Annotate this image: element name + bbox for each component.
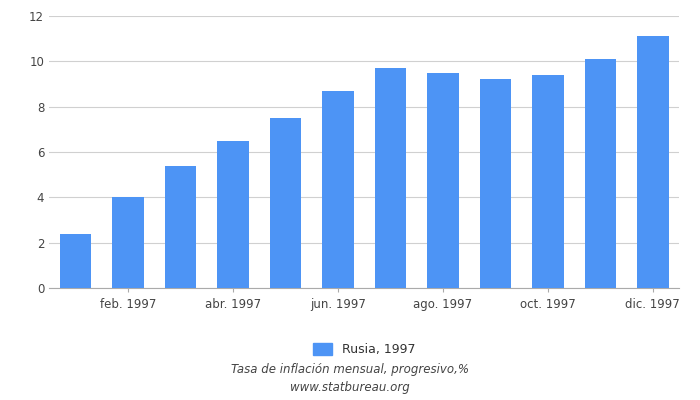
Bar xyxy=(60,234,91,288)
Bar xyxy=(427,73,458,288)
Legend: Rusia, 1997: Rusia, 1997 xyxy=(313,343,415,356)
Bar xyxy=(112,197,144,288)
Bar xyxy=(322,91,354,288)
Bar xyxy=(584,59,616,288)
Bar xyxy=(374,68,406,288)
Bar xyxy=(532,75,564,288)
Bar xyxy=(270,118,301,288)
Bar xyxy=(480,80,511,288)
Bar xyxy=(217,141,248,288)
Bar xyxy=(164,166,196,288)
Text: Tasa de inflación mensual, progresivo,%: Tasa de inflación mensual, progresivo,% xyxy=(231,364,469,376)
Text: www.statbureau.org: www.statbureau.org xyxy=(290,382,410,394)
Bar xyxy=(637,36,668,288)
